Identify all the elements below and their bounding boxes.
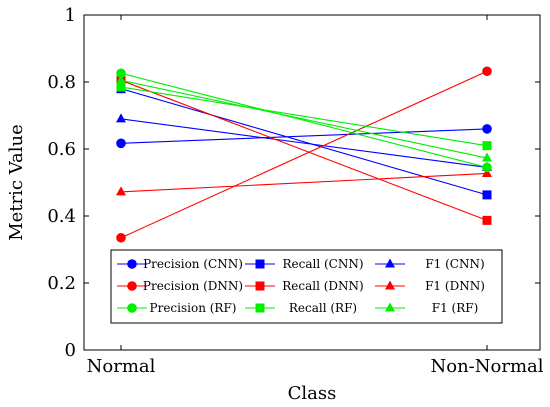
data-point-precision-dnn-non-normal [482, 66, 492, 77]
series-line-precision-rf [120, 72, 488, 168]
legend-label-f1-dnn: F1 (DNN) [425, 279, 485, 293]
legend-label-precision-rf: Precision (RF) [150, 301, 237, 315]
legend-label-recall-dnn: Recall (DNN) [282, 279, 364, 293]
series-line-recall-rf [120, 86, 488, 147]
data-point-f1-rf-normal [116, 74, 126, 84]
legend-marker-precision-cnn [127, 259, 137, 269]
series-line-f1-cnn [120, 118, 488, 168]
series-line-precision-cnn [120, 128, 488, 144]
plot-frame [83, 14, 541, 351]
y-axis-title: Metric Value [6, 124, 27, 241]
legend-marker-precision-dnn [127, 281, 137, 291]
data-point-precision-cnn-non-normal [482, 124, 492, 134]
data-point-precision-dnn-normal [116, 232, 126, 243]
data-point-recall-dnn-non-normal [482, 215, 492, 225]
data-point-recall-rf-non-normal [482, 141, 492, 151]
y-tick-label: 1 [65, 5, 76, 26]
legend: Precision (CNN) Recall (CNN) F1 (CNN) Preci… [110, 249, 503, 324]
legend-marker-recall-cnn [255, 259, 265, 269]
legend-marker-f1-dnn [385, 280, 395, 290]
series-line-f1-rf [120, 79, 488, 159]
legend-label-precision-dnn: Precision (DNN) [143, 279, 243, 293]
data-point-precision-cnn-normal [116, 138, 126, 149]
data-point-precision-rf-normal [116, 68, 126, 79]
x-tick-label: Non-Normal [430, 356, 543, 377]
data-point-precision-rf-non-normal [482, 162, 492, 173]
data-point-recall-rf-normal [116, 82, 126, 92]
y-tick-label: 0.6 [47, 139, 76, 160]
data-point-f1-dnn-normal [116, 186, 126, 196]
legend-label-recall-rf: Recall (RF) [289, 301, 357, 315]
series-line-recall-cnn [120, 88, 488, 196]
data-point-f1-dnn-non-normal [482, 167, 492, 177]
data-point-recall-cnn-non-normal [482, 190, 492, 200]
legend-marker-precision-rf [127, 303, 137, 313]
y-tick-label: 0.2 [47, 273, 76, 294]
y-tick-label: 0.4 [47, 206, 76, 227]
axes: 0 0.2 0.4 0.6 0.8 1 Normal Non-Normal [47, 5, 543, 377]
legend-box [110, 249, 503, 324]
legend-marker-f1-cnn [385, 258, 395, 268]
series-line-f1-dnn [120, 172, 488, 193]
legend-marker-f1-rf [385, 302, 395, 312]
series-line-precision-dnn [120, 70, 488, 239]
legend-marker-recall-rf [255, 303, 265, 313]
legend-marker-recall-dnn [255, 281, 265, 291]
x-axis-title: Class [288, 383, 337, 404]
plot-area [116, 66, 492, 243]
legend-label-f1-rf: F1 (RF) [432, 301, 479, 315]
data-point-f1-rf-non-normal [482, 152, 492, 162]
y-tick-label: 0 [65, 340, 76, 361]
legend-label-f1-cnn: F1 (CNN) [425, 257, 484, 271]
x-tick-label: Normal [87, 356, 156, 377]
legend-label-recall-cnn: Recall (CNN) [282, 257, 363, 271]
y-tick-label: 0.8 [47, 72, 76, 93]
series-line-recall-dnn [120, 79, 488, 221]
legend-label-precision-cnn: Precision (CNN) [143, 257, 243, 271]
data-point-f1-cnn-normal [116, 113, 126, 123]
